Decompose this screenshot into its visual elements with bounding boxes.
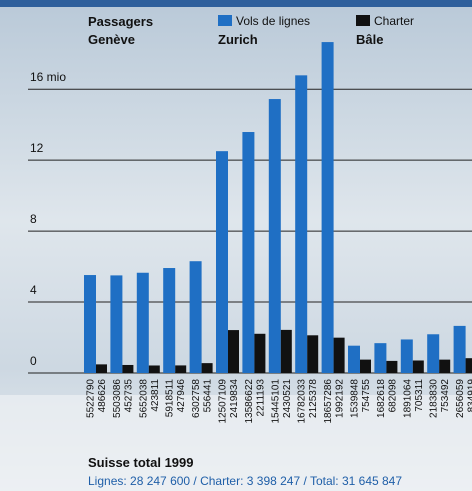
bar <box>175 365 187 373</box>
bar <box>148 365 160 373</box>
footer-title: Suisse total 1999 <box>88 455 194 470</box>
value-label: 5652038 <box>138 379 149 418</box>
value-label: 705311 <box>414 379 425 412</box>
value-label: 5503086 <box>112 379 123 418</box>
value-label: 16782033 <box>297 379 308 424</box>
value-label: 1539848 <box>350 379 361 418</box>
bar <box>110 275 123 373</box>
value-label: 5918511 <box>165 379 176 418</box>
y-tick-label: 8 <box>30 212 37 226</box>
value-label: 2419834 <box>229 379 240 418</box>
bar <box>295 75 308 374</box>
value-label: 486626 <box>97 379 108 413</box>
bar <box>412 360 424 373</box>
bar <box>400 339 413 373</box>
y-tick-label: 0 <box>30 354 37 368</box>
bar <box>136 272 149 373</box>
bar <box>374 343 387 373</box>
bar <box>96 364 107 373</box>
top-band <box>0 0 472 7</box>
value-label: 423811 <box>150 379 161 412</box>
bar <box>307 335 319 373</box>
y-tick-label: 16 mio <box>30 70 66 84</box>
value-label: 6302758 <box>191 379 202 418</box>
bar <box>84 275 96 373</box>
bar <box>333 337 345 373</box>
footer-area <box>0 395 472 491</box>
value-label: 754755 <box>361 379 372 413</box>
bar <box>360 359 371 373</box>
legend-label: Vols de lignes <box>236 14 310 28</box>
bar <box>228 330 239 373</box>
value-label: 2183830 <box>429 379 440 418</box>
value-label: 13586622 <box>244 379 255 424</box>
bar <box>254 333 266 373</box>
bar <box>268 99 281 374</box>
value-label: 2430521 <box>282 379 293 418</box>
y-tick-label: 4 <box>30 283 37 297</box>
legend-label: Charter <box>374 14 414 28</box>
value-label: 682098 <box>387 379 398 413</box>
value-label: 2656059 <box>455 379 466 418</box>
bar <box>122 364 134 373</box>
bar <box>280 329 292 373</box>
bar <box>427 334 440 373</box>
value-label: 15445101 <box>270 379 281 424</box>
value-label: 427946 <box>176 379 187 413</box>
value-label: 834919 <box>467 379 472 413</box>
group-label: Bâle <box>356 32 383 47</box>
value-label: 5522790 <box>86 379 97 418</box>
group-label: Zurich <box>218 32 258 47</box>
bar <box>242 132 255 373</box>
bar <box>163 268 176 373</box>
value-label: 452735 <box>123 379 134 413</box>
bar <box>348 345 360 373</box>
bar <box>321 42 334 373</box>
bar <box>201 363 213 373</box>
value-label: 556441 <box>203 379 214 413</box>
bar <box>216 151 228 373</box>
bar <box>189 261 202 373</box>
bar <box>453 325 466 373</box>
group-label: Genève <box>88 32 135 47</box>
value-label: 18657286 <box>323 379 334 424</box>
legend-swatch <box>218 15 232 26</box>
y-tick-label: 12 <box>30 141 44 155</box>
value-label: 1891064 <box>402 379 413 418</box>
value-label: 12507109 <box>218 379 229 424</box>
value-label: 2211193 <box>255 379 266 417</box>
value-label: 1682618 <box>376 379 387 418</box>
bar <box>386 360 398 373</box>
bar <box>465 358 472 373</box>
value-label: 753492 <box>440 379 451 413</box>
footer-text: Lignes: 28 247 600 / Charter: 3 398 247 … <box>88 474 402 488</box>
value-label: 2125378 <box>308 379 319 418</box>
legend-swatch <box>356 15 370 26</box>
value-label: 1992192 <box>335 379 346 418</box>
bar <box>439 359 451 373</box>
header: Passagers <box>88 14 153 29</box>
